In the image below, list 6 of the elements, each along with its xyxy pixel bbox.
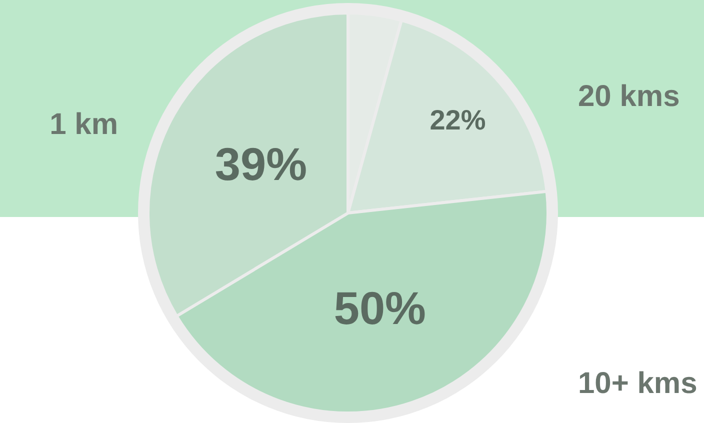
slice-label: 10+ kms <box>578 367 698 400</box>
slice-label: 20 kms <box>578 80 680 113</box>
data-label: 39% <box>214 138 307 190</box>
data-label: 22% <box>430 104 486 136</box>
slice-label: 1 km <box>50 108 118 141</box>
data-label: 50% <box>334 282 426 334</box>
